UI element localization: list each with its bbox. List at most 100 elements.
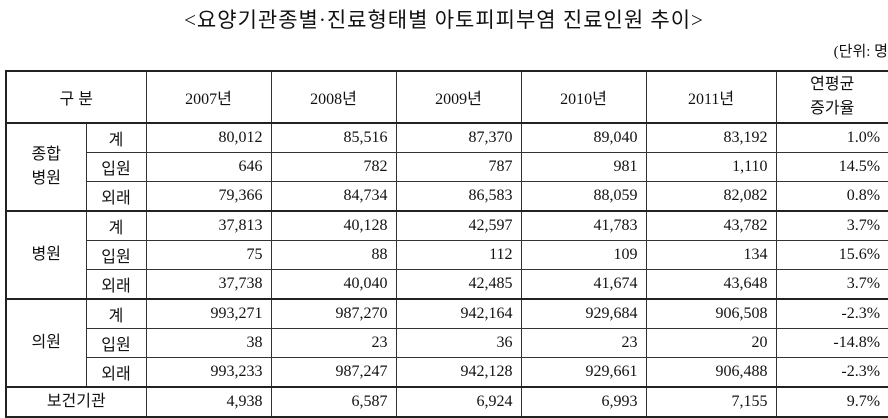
value-cell: 40,128: [270, 210, 397, 241]
cell-line: 증가율: [810, 100, 855, 117]
cell-line: 병원: [31, 170, 61, 187]
value-cell: 85,516: [270, 122, 397, 153]
value-cell: 84,734: [270, 181, 397, 212]
value-cell: 80,012: [145, 122, 272, 153]
type-cell: 계: [85, 210, 147, 241]
type-cell: 외래: [85, 181, 147, 212]
rate-cell: 9.7%: [775, 386, 888, 418]
data-row: 종합 병원 계 80,012 85,516 87,370 89,040 83,192 1.0%: [5, 122, 888, 212]
header-row: 구 분 2007년 2008년 2009년 2010년 2011년 연평균 증가율: [5, 70, 888, 124]
type-cell: 외래: [85, 269, 147, 300]
data-row: 외래 993,233 987,247 942,128 929,661 906,488 -2.…: [6, 357, 888, 388]
value-cell: 79,366: [145, 181, 272, 212]
value-cell: 906,508: [645, 298, 777, 329]
value-cell: 787: [395, 152, 522, 182]
unit-note: (단위: 명: [833, 44, 888, 60]
cell-line: 의원: [31, 334, 61, 351]
value-cell: 88,059: [520, 181, 647, 212]
cell-line: 종합: [31, 146, 61, 163]
header-cell: 2008년: [270, 70, 397, 124]
data-table: 구 분 2007년 2008년 2009년 2010년 2011년 연평균 증가율 종합 병원 계…: [5, 70, 888, 418]
value-cell: 906,488: [645, 357, 777, 388]
value-cell: 43,648: [645, 269, 777, 300]
value-cell: 37,813: [145, 210, 272, 241]
value-cell: 37,738: [145, 269, 272, 300]
value-cell: 83,192: [645, 122, 777, 153]
value-cell: 23: [520, 328, 647, 358]
type-cell: 입원: [85, 240, 147, 270]
rate-cell: 3.7%: [775, 269, 888, 300]
value-cell: 646: [145, 152, 272, 182]
data-row: 입원 646 782 787 981 1,110 14.5%: [6, 152, 888, 182]
type-cell: 계: [85, 298, 147, 329]
value-cell: 987,247: [270, 357, 397, 388]
rate-cell: 3.7%: [775, 210, 888, 241]
value-cell: 942,128: [395, 357, 522, 388]
value-cell: 929,661: [520, 357, 647, 388]
rate-cell: 14.5%: [775, 152, 888, 182]
data-row: 외래 79,366 84,734 86,583 88,059 82,082 0.8%: [6, 181, 888, 212]
value-cell: 43,782: [645, 210, 777, 241]
value-cell: 82,082: [645, 181, 777, 212]
title: <요양기관종별·진료형태별 아토피피부염 진료인원 추이>: [184, 8, 704, 32]
value-cell: 38: [145, 328, 272, 358]
value-cell: 40,040: [270, 269, 397, 300]
type-cell: 입원: [85, 152, 147, 182]
cell-line: 보건기관: [46, 393, 106, 410]
rate-cell: 15.6%: [775, 240, 888, 270]
data-row: 병원 계 37,813 40,128 42,597 41,783 43,782 3.7%: [5, 210, 888, 300]
value-cell: 1,110: [645, 152, 777, 182]
value-cell: 88: [270, 240, 397, 270]
value-cell: 993,271: [145, 298, 272, 329]
group-cell: 의원: [5, 298, 87, 388]
data-row: 외래 37,738 40,040 42,485 41,674 43,648 3.7%: [6, 269, 888, 300]
value-cell: 929,684: [520, 298, 647, 329]
value-cell: 4,938: [145, 386, 272, 418]
rate-cell: -2.3%: [775, 357, 888, 388]
value-cell: 993,233: [145, 357, 272, 388]
value-cell: 981: [520, 152, 647, 182]
rate-cell: -14.8%: [775, 328, 888, 358]
value-cell: 7,155: [645, 386, 777, 418]
value-cell: 23: [270, 328, 397, 358]
type-cell: 계: [85, 122, 147, 153]
value-cell: 86,583: [395, 181, 522, 212]
value-cell: 109: [520, 240, 647, 270]
type-cell: 외래: [85, 357, 147, 388]
value-cell: 75: [145, 240, 272, 270]
group-cell: 병원: [5, 210, 87, 300]
rate-cell: -2.3%: [775, 298, 888, 329]
value-cell: 41,783: [520, 210, 647, 241]
header-cell: 2007년: [145, 70, 272, 124]
value-cell: 134: [645, 240, 777, 270]
cell-line: 병원: [31, 246, 61, 263]
value-cell: 782: [270, 152, 397, 182]
data-row: 입원 38 23 36 23 20 -14.8%: [6, 328, 888, 358]
value-cell: 6,924: [395, 386, 522, 418]
header-cell: 2011년: [645, 70, 777, 124]
header-cell: 구 분: [5, 70, 147, 124]
value-cell: 987,270: [270, 298, 397, 329]
value-cell: 36: [395, 328, 522, 358]
value-cell: 87,370: [395, 122, 522, 153]
value-cell: 6,993: [520, 386, 647, 418]
header-cell: 2009년: [395, 70, 522, 124]
data-row: 의원 계 993,271 987,270 942,164 929,684 906,508 -2…: [5, 298, 888, 388]
value-cell: 6,587: [270, 386, 397, 418]
rate-cell: 1.0%: [775, 122, 888, 153]
rate-cell: 0.8%: [775, 181, 888, 212]
value-cell: 942,164: [395, 298, 522, 329]
value-cell: 42,485: [395, 269, 522, 300]
value-cell: 89,040: [520, 122, 647, 153]
value-cell: 112: [395, 240, 522, 270]
header-cell: 2010년: [520, 70, 647, 124]
value-cell: 42,597: [395, 210, 522, 241]
value-cell: 20: [645, 328, 777, 358]
cell-line: 연평균: [810, 76, 855, 93]
value-cell: 41,674: [520, 269, 647, 300]
type-cell: 입원: [85, 328, 147, 358]
data-row: 보건기관 4,938 6,587 6,924 6,993 7,155 9.7%: [5, 386, 888, 418]
